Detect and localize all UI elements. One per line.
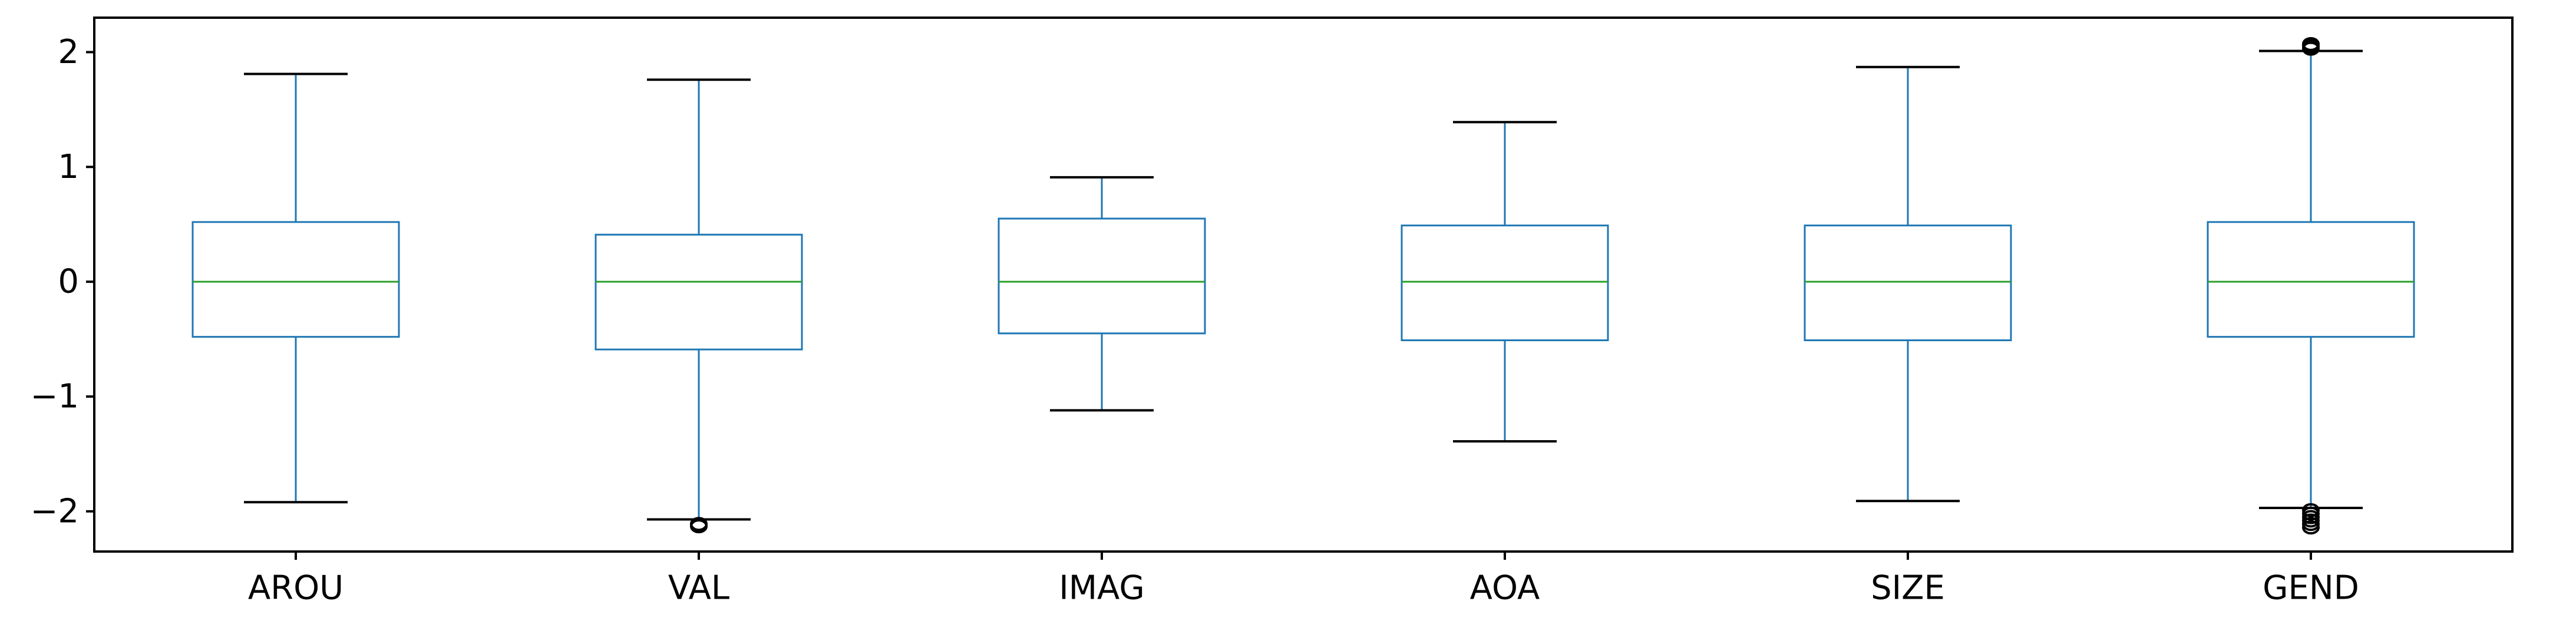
iqr-box xyxy=(595,233,803,351)
y-tick-label: −1 xyxy=(30,377,79,415)
x-tick-label: SIZE xyxy=(1871,569,1945,608)
box-group-arou xyxy=(191,72,400,504)
x-tick-label: AOA xyxy=(1470,569,1540,608)
iqr-box xyxy=(1401,224,1609,341)
x-tick-label: GEND xyxy=(2263,569,2359,608)
box-group-size xyxy=(1804,65,2012,503)
axis-ticks: 2 1 0 −1 −2 AROU VAL IMAG AOA SIZE GEND xyxy=(30,33,2359,608)
y-tick-label: 2 xyxy=(58,33,79,71)
iqr-box xyxy=(191,221,400,338)
box-group-imag xyxy=(998,176,1206,412)
x-tick-label: IMAG xyxy=(1059,569,1145,608)
iqr-box xyxy=(2207,221,2415,338)
iqr-box xyxy=(998,217,1206,335)
y-tick-label: −2 xyxy=(30,492,79,530)
y-tick-label: 0 xyxy=(58,263,79,301)
box-group-aoa xyxy=(1401,121,1609,443)
iqr-box xyxy=(1804,224,2012,341)
x-tick-label: AROU xyxy=(248,569,344,608)
plot-marks xyxy=(191,37,2415,535)
box-group-val xyxy=(595,78,803,534)
plot-frame xyxy=(93,16,2514,553)
outlier-point xyxy=(690,519,708,534)
box-group-gend xyxy=(2207,37,2415,535)
y-tick-label: 1 xyxy=(58,148,79,186)
outlier-point xyxy=(2302,520,2320,535)
outlier-point xyxy=(2302,37,2320,51)
x-tick-label: VAL xyxy=(668,569,729,608)
